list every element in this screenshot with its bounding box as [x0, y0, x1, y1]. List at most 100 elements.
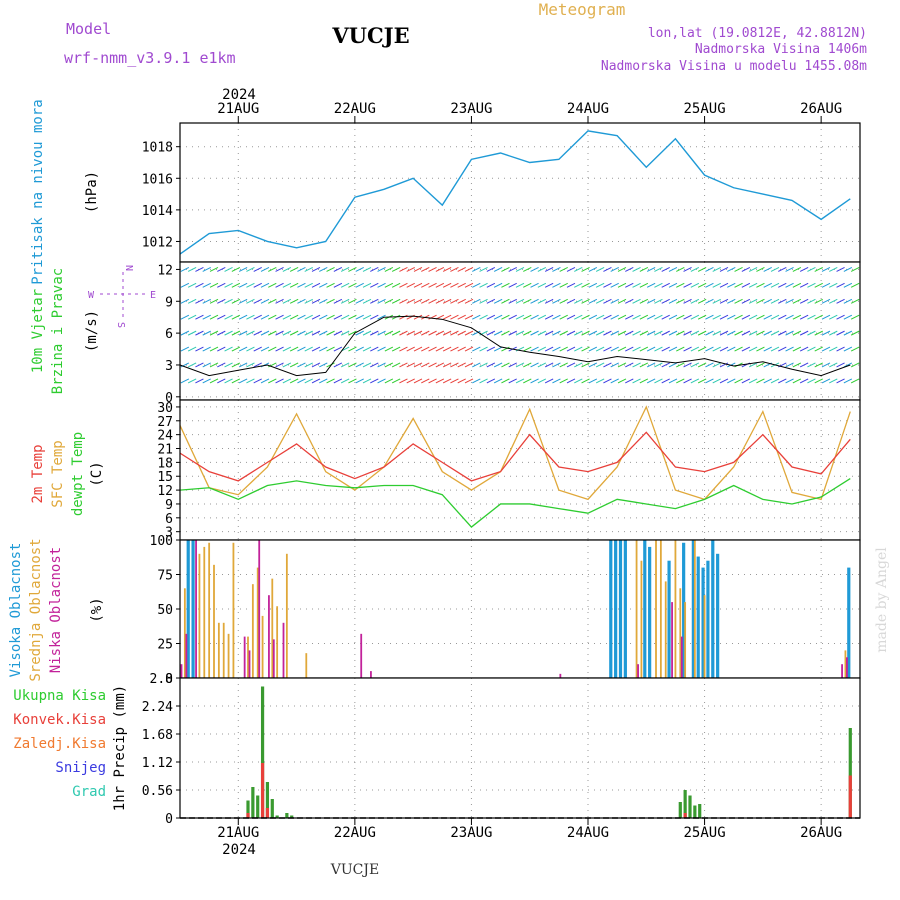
wind-arrow: [814, 298, 823, 304]
wind-arrow: [741, 330, 751, 336]
pressure-panel: 1012 1014 1016 1018: [142, 122, 861, 263]
station-title: VUCJE: [331, 23, 409, 48]
wind-arrow: [457, 266, 466, 272]
wind-arrow: [588, 314, 598, 320]
wind-arrow: [187, 362, 197, 368]
wind-arrow: [195, 298, 204, 304]
wind-ylabel-1: 10m Vjetar: [30, 289, 46, 373]
wind-arrow: [348, 330, 357, 336]
wind-arrow: [246, 362, 255, 368]
cloud-bar-high: [191, 540, 195, 678]
wind-arrow: [581, 346, 590, 352]
wind-arrow: [799, 266, 809, 272]
cloud-bar-low: [841, 664, 843, 678]
cloud-bar-low: [248, 650, 251, 678]
cloud-bar-mid: [251, 584, 254, 678]
wind-arrow: [421, 362, 430, 368]
wind-arrow: [326, 266, 335, 272]
cloud-bar-mid: [285, 553, 288, 678]
wind-arrow: [705, 378, 714, 384]
wind-arrow: [646, 314, 656, 320]
wind-arrow: [690, 330, 700, 336]
wind-arrow: [778, 266, 787, 272]
wind-arrow: [515, 330, 525, 336]
wind-arrow: [348, 346, 357, 352]
wind-arrow: [399, 266, 408, 272]
wind-arrow: [428, 330, 437, 336]
wind-arrow: [209, 362, 219, 368]
wind-arrow: [450, 282, 459, 288]
wind-arrow: [180, 378, 190, 384]
meteogram-label: Meteogram: [539, 0, 626, 19]
wind-arrow: [442, 314, 452, 320]
wind-arrow: [770, 330, 780, 336]
wind-arrow: [391, 298, 401, 304]
wind-arrow: [807, 314, 816, 320]
wind-arrow: [807, 362, 816, 368]
wind-arrow: [238, 282, 248, 288]
wind-arrow: [530, 362, 539, 368]
wind-arrow: [268, 378, 277, 384]
wind-arrow: [202, 298, 211, 304]
wind-arrow: [588, 298, 598, 304]
wind-arrow: [843, 314, 853, 320]
wind-arrow: [304, 378, 313, 384]
wind-arrow: [319, 282, 328, 288]
wind-arrow: [748, 298, 758, 304]
wind-arrow: [304, 346, 313, 352]
precip-legend: Ukupna Kisa Konvek.Kisa Zaledj.Kisa Snijeg G…: [13, 688, 106, 800]
wind-arrow: [748, 282, 758, 288]
legend-1: Konvek.Kisa: [13, 712, 106, 728]
wind-arrow: [566, 266, 576, 272]
cloud-bar-mid: [203, 546, 206, 678]
wind-arrow: [195, 362, 204, 368]
wind-arrow: [778, 378, 787, 384]
wind-arrow: [355, 378, 364, 384]
wind-arrow: [515, 282, 525, 288]
cloud-bar-high: [648, 546, 652, 678]
wind-arrow: [464, 314, 474, 320]
wind-arrow: [778, 298, 787, 304]
wind-arrow: [610, 282, 619, 288]
wind-arrow: [785, 378, 794, 384]
wind-arrow: [370, 282, 379, 288]
wind-arrow: [282, 266, 292, 272]
wind-arrow: [413, 330, 423, 336]
wind-arrow: [559, 266, 568, 272]
wind-arrow: [843, 266, 853, 272]
wind-arrow: [442, 266, 452, 272]
cloud-bar-mid: [659, 540, 662, 678]
cloud-bar-mid: [222, 622, 225, 678]
wind-arrow: [792, 298, 802, 304]
wind-arrow: [319, 266, 328, 272]
wind-arrow: [748, 330, 758, 336]
precip-total-bar: [848, 728, 852, 818]
wind-arrow: [289, 282, 299, 288]
precip-total-bar: [688, 795, 692, 818]
wind-speed-line: [179, 315, 851, 377]
cloud-bar-mid: [261, 615, 264, 678]
cloud-bar-mid: [208, 542, 211, 678]
wind-arrow: [661, 314, 670, 320]
wind-arrow: [348, 314, 357, 320]
wind-arrow: [501, 298, 510, 304]
wind-arrow: [275, 346, 284, 352]
wind-arrow: [246, 314, 255, 320]
wind-arrow: [683, 362, 692, 368]
cloud-bar-mid: [655, 540, 657, 678]
wind-arrow: [603, 266, 612, 272]
wind-arrow: [705, 330, 714, 336]
wind-arrow: [180, 314, 190, 320]
wind-arrow: [370, 362, 379, 368]
wind-arrow: [756, 314, 765, 320]
wind-arrow: [588, 362, 598, 368]
wind-arrow: [268, 282, 277, 288]
wind-arrow: [836, 378, 845, 384]
wind-arrow: [595, 378, 605, 384]
cloud-bar-high: [643, 540, 647, 678]
wind-arrow: [362, 346, 372, 352]
wind-arrow: [756, 330, 765, 336]
wind-arrow: [195, 266, 204, 272]
wind-arrow: [610, 362, 619, 368]
cloud-bar-high: [186, 540, 190, 678]
